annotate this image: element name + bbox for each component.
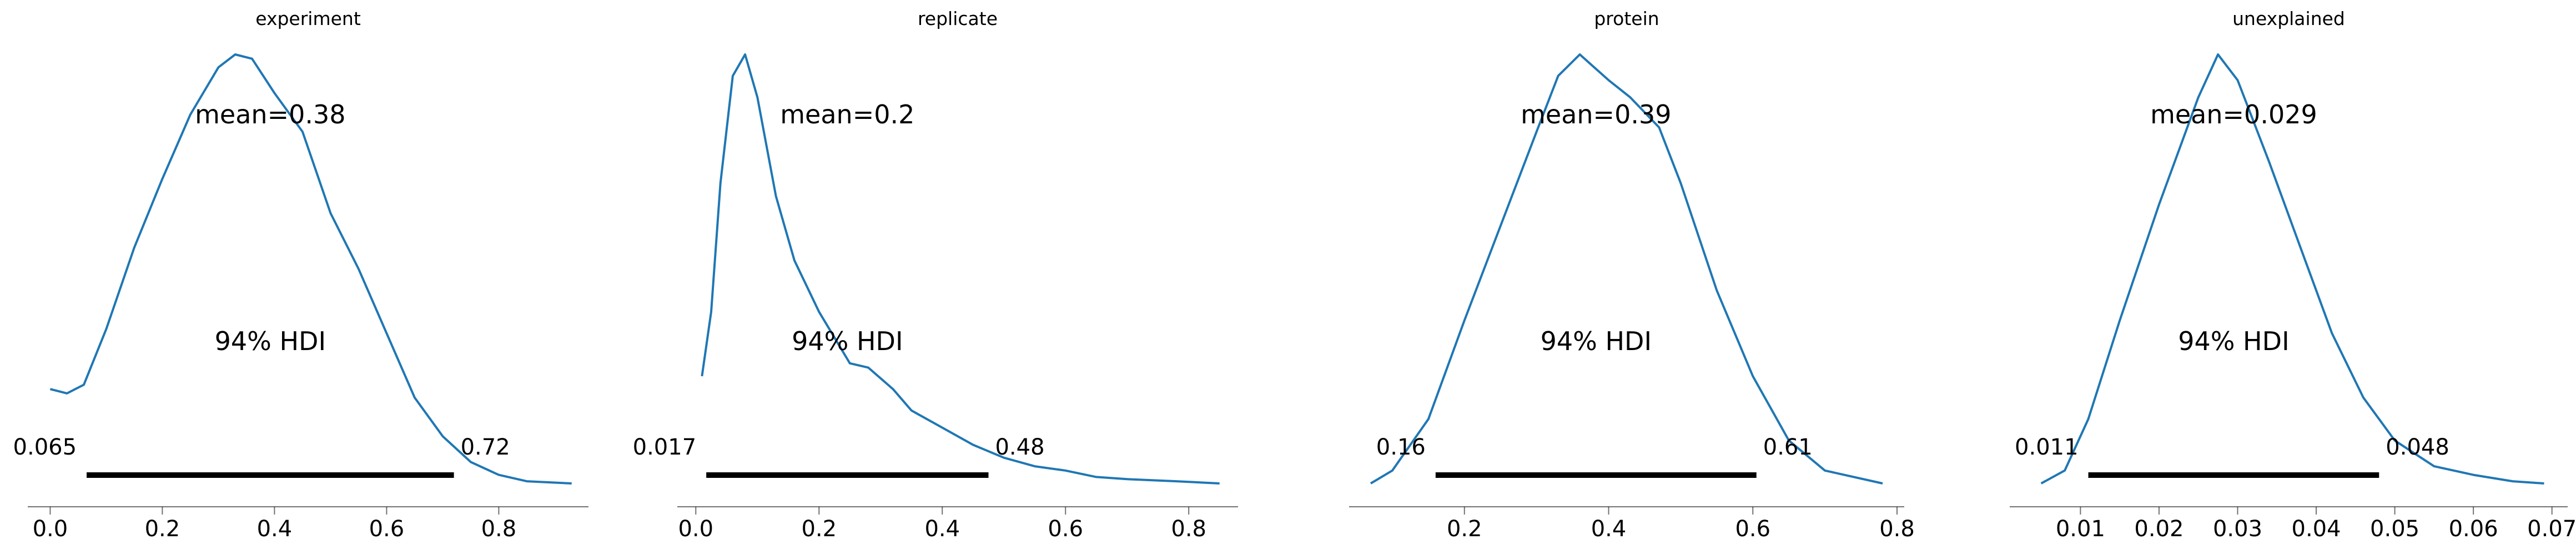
density-curve [2040, 53, 2544, 485]
x-tick-label: 0.6 [369, 516, 405, 542]
x-tick-label: 0.0 [678, 516, 713, 542]
panel-protein: protein 0.16 0.61 mean=0.39 94% HDI 0.2 0.4 0.6… [1349, 8, 1915, 542]
x-tick-label: 0.4 [1591, 516, 1627, 542]
x-tick-label: 0.8 [481, 516, 517, 542]
panel-title: replicate [918, 8, 998, 29]
x-tick-label: 0.2 [145, 516, 180, 542]
x-tick-label: 0.01 [2056, 516, 2105, 542]
hdi-low-label: 0.065 [13, 435, 77, 460]
panel-unexplained: unexplained 0.011 0.048 mean=0.029 94% HDI 0.… [2010, 8, 2576, 542]
mean-label: mean=0.029 [2150, 99, 2317, 129]
hdi-label: 94% HDI [1541, 326, 1652, 356]
x-tick-label: 0.04 [2292, 516, 2341, 542]
hdi-label: 94% HDI [215, 326, 326, 356]
mean-label: mean=0.2 [780, 99, 914, 129]
x-tick-label: 0.05 [2370, 516, 2419, 542]
x-tick-label: 0.06 [2449, 516, 2498, 542]
density-curve [49, 53, 572, 485]
x-tick-label: 0.07 [2527, 516, 2576, 542]
panel-title: unexplained [2232, 8, 2345, 29]
x-tick-label: 0.8 [1879, 516, 1915, 542]
panel-title: protein [1594, 8, 1659, 29]
hdi-high-label: 0.48 [995, 435, 1044, 460]
hdi-high-label: 0.048 [2386, 435, 2449, 460]
mean-label: mean=0.39 [1521, 99, 1671, 129]
x-tick-label: 0.2 [801, 516, 837, 542]
hdi-label: 94% HDI [792, 326, 903, 356]
hdi-low-label: 0.011 [2015, 435, 2079, 460]
x-tick-label: 0.4 [924, 516, 960, 542]
panel-title: experiment [255, 8, 361, 29]
panel-experiment: experiment 0.065 0.72 mean=0.38 94% HDI 0.0 0.… [13, 8, 588, 542]
hdi-high-label: 0.61 [1763, 435, 1813, 460]
mean-label: mean=0.38 [195, 99, 345, 129]
x-tick-label: 0.02 [2134, 516, 2183, 542]
x-tick-label: 0.2 [1447, 516, 1482, 542]
x-tick-label: 0.6 [1735, 516, 1770, 542]
density-curve [701, 53, 1220, 485]
x-tick-label: 0.8 [1171, 516, 1206, 542]
hdi-high-label: 0.72 [461, 435, 510, 460]
hdi-low-label: 0.017 [633, 435, 697, 460]
x-tick-label: 0.4 [257, 516, 293, 542]
x-tick-label: 0.6 [1048, 516, 1083, 542]
density-curve [1370, 53, 1883, 485]
hdi-label: 94% HDI [2178, 326, 2289, 356]
panel-replicate: replicate 0.017 0.48 mean=0.2 94% HDI 0.0 0.2 0… [633, 8, 1238, 542]
x-tick-label: 0.03 [2213, 516, 2262, 542]
hdi-low-label: 0.16 [1376, 435, 1426, 460]
x-tick-label: 0.0 [33, 516, 68, 542]
